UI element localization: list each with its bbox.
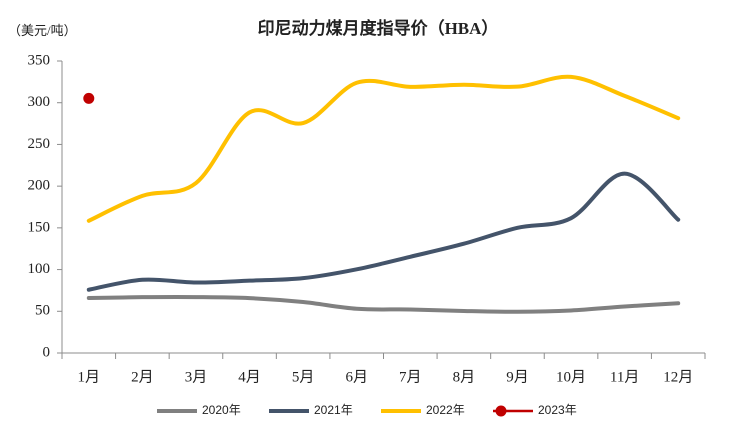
x-tick-label: 11月 xyxy=(610,369,639,385)
x-tick-label: 10月 xyxy=(556,369,586,385)
y-tick-label: 350 xyxy=(28,52,51,68)
y-tick-label: 100 xyxy=(28,261,51,277)
y-tick-label: 0 xyxy=(43,344,51,360)
x-tick-label: 7月 xyxy=(399,369,422,385)
y-tick-label: 150 xyxy=(28,219,51,235)
legend-label: 2022年 xyxy=(426,403,465,417)
y-tick-label: 200 xyxy=(28,178,51,194)
x-tick-label: 1月 xyxy=(78,369,101,385)
x-tick-label: 4月 xyxy=(238,369,261,385)
x-tick-label: 2月 xyxy=(131,369,154,385)
y-tick-label: 250 xyxy=(28,136,51,152)
y-tick-label: 300 xyxy=(28,94,51,110)
x-tick-label: 3月 xyxy=(185,369,208,385)
x-tick-label: 9月 xyxy=(506,369,529,385)
series-marker xyxy=(83,92,95,104)
y-tick-label: 50 xyxy=(35,303,50,319)
x-tick-label: 12月 xyxy=(663,369,693,385)
x-tick-label: 5月 xyxy=(292,369,315,385)
legend-label: 2020年 xyxy=(202,403,241,417)
x-tick-label: 6月 xyxy=(345,369,368,385)
y-axis-label: （美元/吨） xyxy=(8,23,77,38)
legend-label: 2023年 xyxy=(538,403,577,417)
series-line xyxy=(86,295,681,314)
chart-title: 印尼动力煤月度指导价（HBA） xyxy=(258,18,499,38)
series-line xyxy=(86,171,681,292)
series-line xyxy=(86,74,681,223)
legend-label: 2021年 xyxy=(314,403,353,417)
x-tick-label: 8月 xyxy=(453,369,476,385)
legend-marker xyxy=(495,405,507,417)
